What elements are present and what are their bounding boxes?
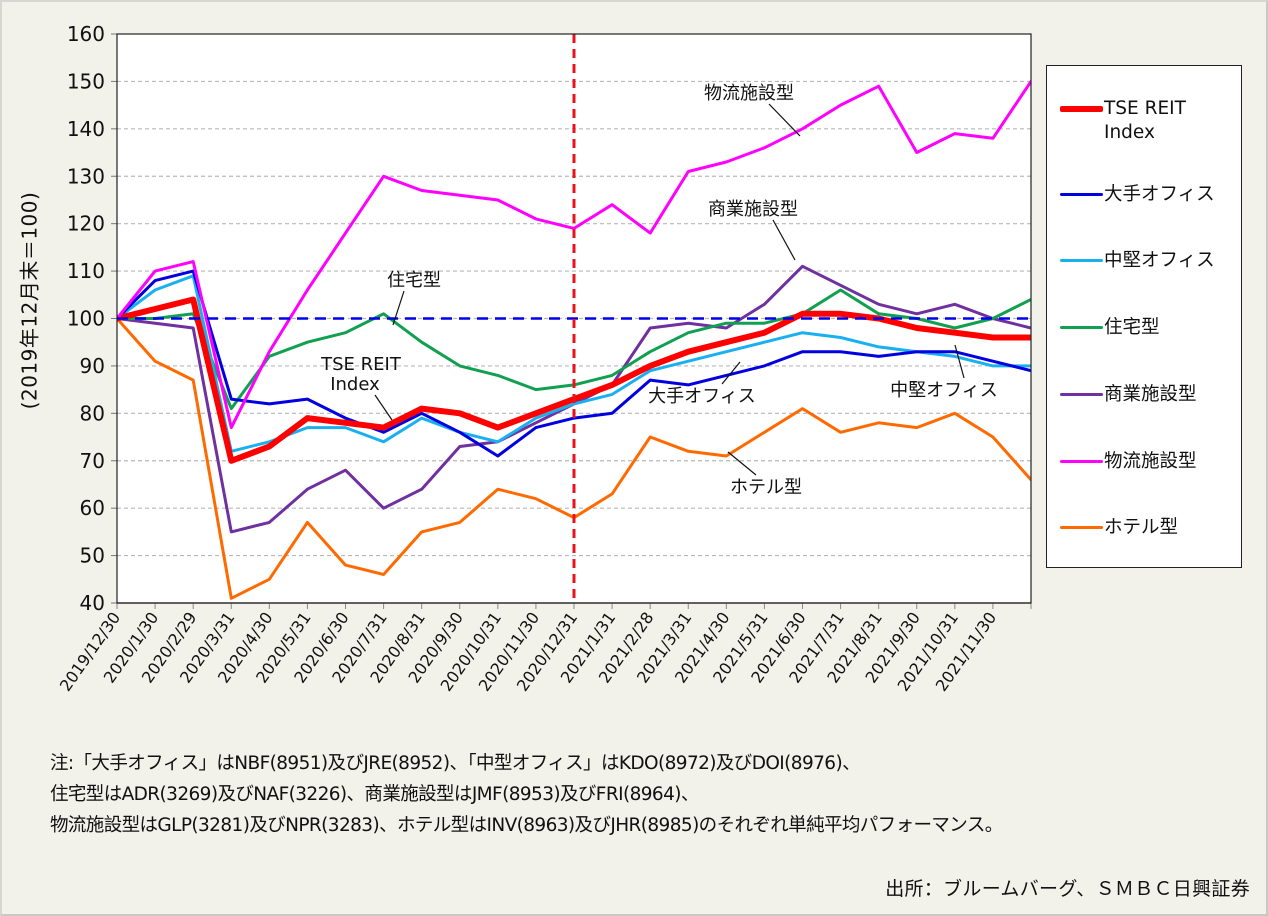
annotation-label: 住宅型	[387, 270, 441, 291]
annotation-leader	[392, 290, 405, 326]
annotation-label: 大手オフィス	[648, 386, 756, 407]
y-tick-label: 90	[80, 354, 105, 378]
legend-label-hotel: ホテル型	[1104, 517, 1179, 538]
annotation-label: Index	[330, 374, 380, 395]
y-tick-label: 100	[67, 307, 105, 331]
y-tick-label: 60	[80, 496, 105, 520]
y-tick-label: 50	[80, 544, 105, 568]
legend-item-large-office: 大手オフィス	[1047, 183, 1224, 207]
annotation-leader	[374, 394, 393, 421]
source-credit: 出所：ブルームバーグ、ＳＭＢＣ日興証券	[885, 878, 1250, 900]
footnotes: 注:「大手オフィス」はNBF(8951)及びJRE(8952)、「中型オフィス」…	[50, 748, 1003, 841]
series-line	[117, 274, 1031, 453]
legend: TSE REIT Index 大手オフィス 中堅オフィス 住宅型 商業施設型 物…	[1046, 65, 1242, 568]
y-axis: 40 50 60 70 80 90 100 110 120 130 140 150 160	[67, 22, 117, 615]
y-tick-label: 80	[80, 401, 105, 425]
legend-label-mid-office: 中堅オフィス	[1104, 250, 1215, 271]
y-tick-label: 120	[67, 212, 105, 236]
legend-label-retail: 商業施設型	[1104, 384, 1197, 405]
legend-swatch-residential	[1060, 326, 1103, 329]
legend-swatch-tse-reit	[1060, 106, 1103, 112]
legend-swatch-logistics	[1060, 460, 1103, 463]
legend-swatch-retail	[1060, 393, 1103, 396]
legend-item-tse-reit: TSE REIT Index	[1047, 97, 1224, 145]
annotation-label: TSE REIT	[320, 354, 402, 375]
x-axis: 2019/12/302020/1/302020/2/292020/3/31202…	[56, 602, 1032, 695]
series-line	[117, 79, 1031, 430]
legend-item-residential: 住宅型	[1047, 316, 1224, 340]
legend-item-mid-office: 中堅オフィス	[1047, 249, 1224, 273]
annotation-label: ホテル型	[730, 477, 802, 498]
y-tick-label: 130	[67, 164, 105, 188]
legend-item-retail: 商業施設型	[1047, 383, 1224, 407]
annotation-label: 物流施設型	[704, 83, 794, 104]
footnote-line-3: 物流施設型はGLP(3281)及びNPR(3283)、ホテル型はINV(8963…	[50, 815, 1003, 836]
y-tick-label: 110	[67, 259, 105, 283]
y-tick-label: 140	[67, 117, 105, 141]
y-tick-label: 70	[80, 449, 105, 473]
legend-swatch-hotel	[1060, 526, 1103, 529]
y-axis-title: (2019年12月末＝100)	[8, 140, 48, 460]
footnote-line-1: 注:「大手オフィス」はNBF(8951)及びJRE(8952)、「中型オフィス」…	[50, 753, 861, 774]
series-line	[117, 269, 1031, 458]
y-tick-label: 150	[67, 69, 105, 93]
legend-item-logistics: 物流施設型	[1047, 450, 1224, 474]
y-axis-title-text: (2019年12月末＝100)	[17, 191, 42, 409]
reference-lines	[117, 34, 1031, 603]
legend-item-hotel: ホテル型	[1047, 516, 1224, 540]
footnote-line-2: 住宅型はADR(3269)及びNAF(3226)、商業施設型はJMF(8953)…	[50, 784, 699, 805]
plot-border	[116, 33, 1032, 604]
y-tick-label: 160	[67, 22, 105, 46]
annotation-label: 商業施設型	[708, 199, 798, 220]
legend-label-tse-reit: TSE REIT Index	[1104, 98, 1186, 143]
y-tick-label: 40	[80, 591, 105, 615]
annotation-leader	[954, 344, 965, 379]
annotation-label: 中堅オフィス	[890, 380, 998, 401]
annotation-leader	[768, 103, 801, 137]
legend-label-large-office: 大手オフィス	[1104, 184, 1215, 205]
annotation-leader	[772, 219, 796, 261]
annotation-leader	[721, 361, 741, 385]
annotation-leader	[727, 451, 757, 476]
legend-swatch-mid-office	[1060, 259, 1103, 262]
legend-label-residential: 住宅型	[1104, 317, 1160, 338]
legend-label-logistics: 物流施設型	[1104, 451, 1197, 472]
legend-swatch-large-office	[1060, 193, 1103, 196]
